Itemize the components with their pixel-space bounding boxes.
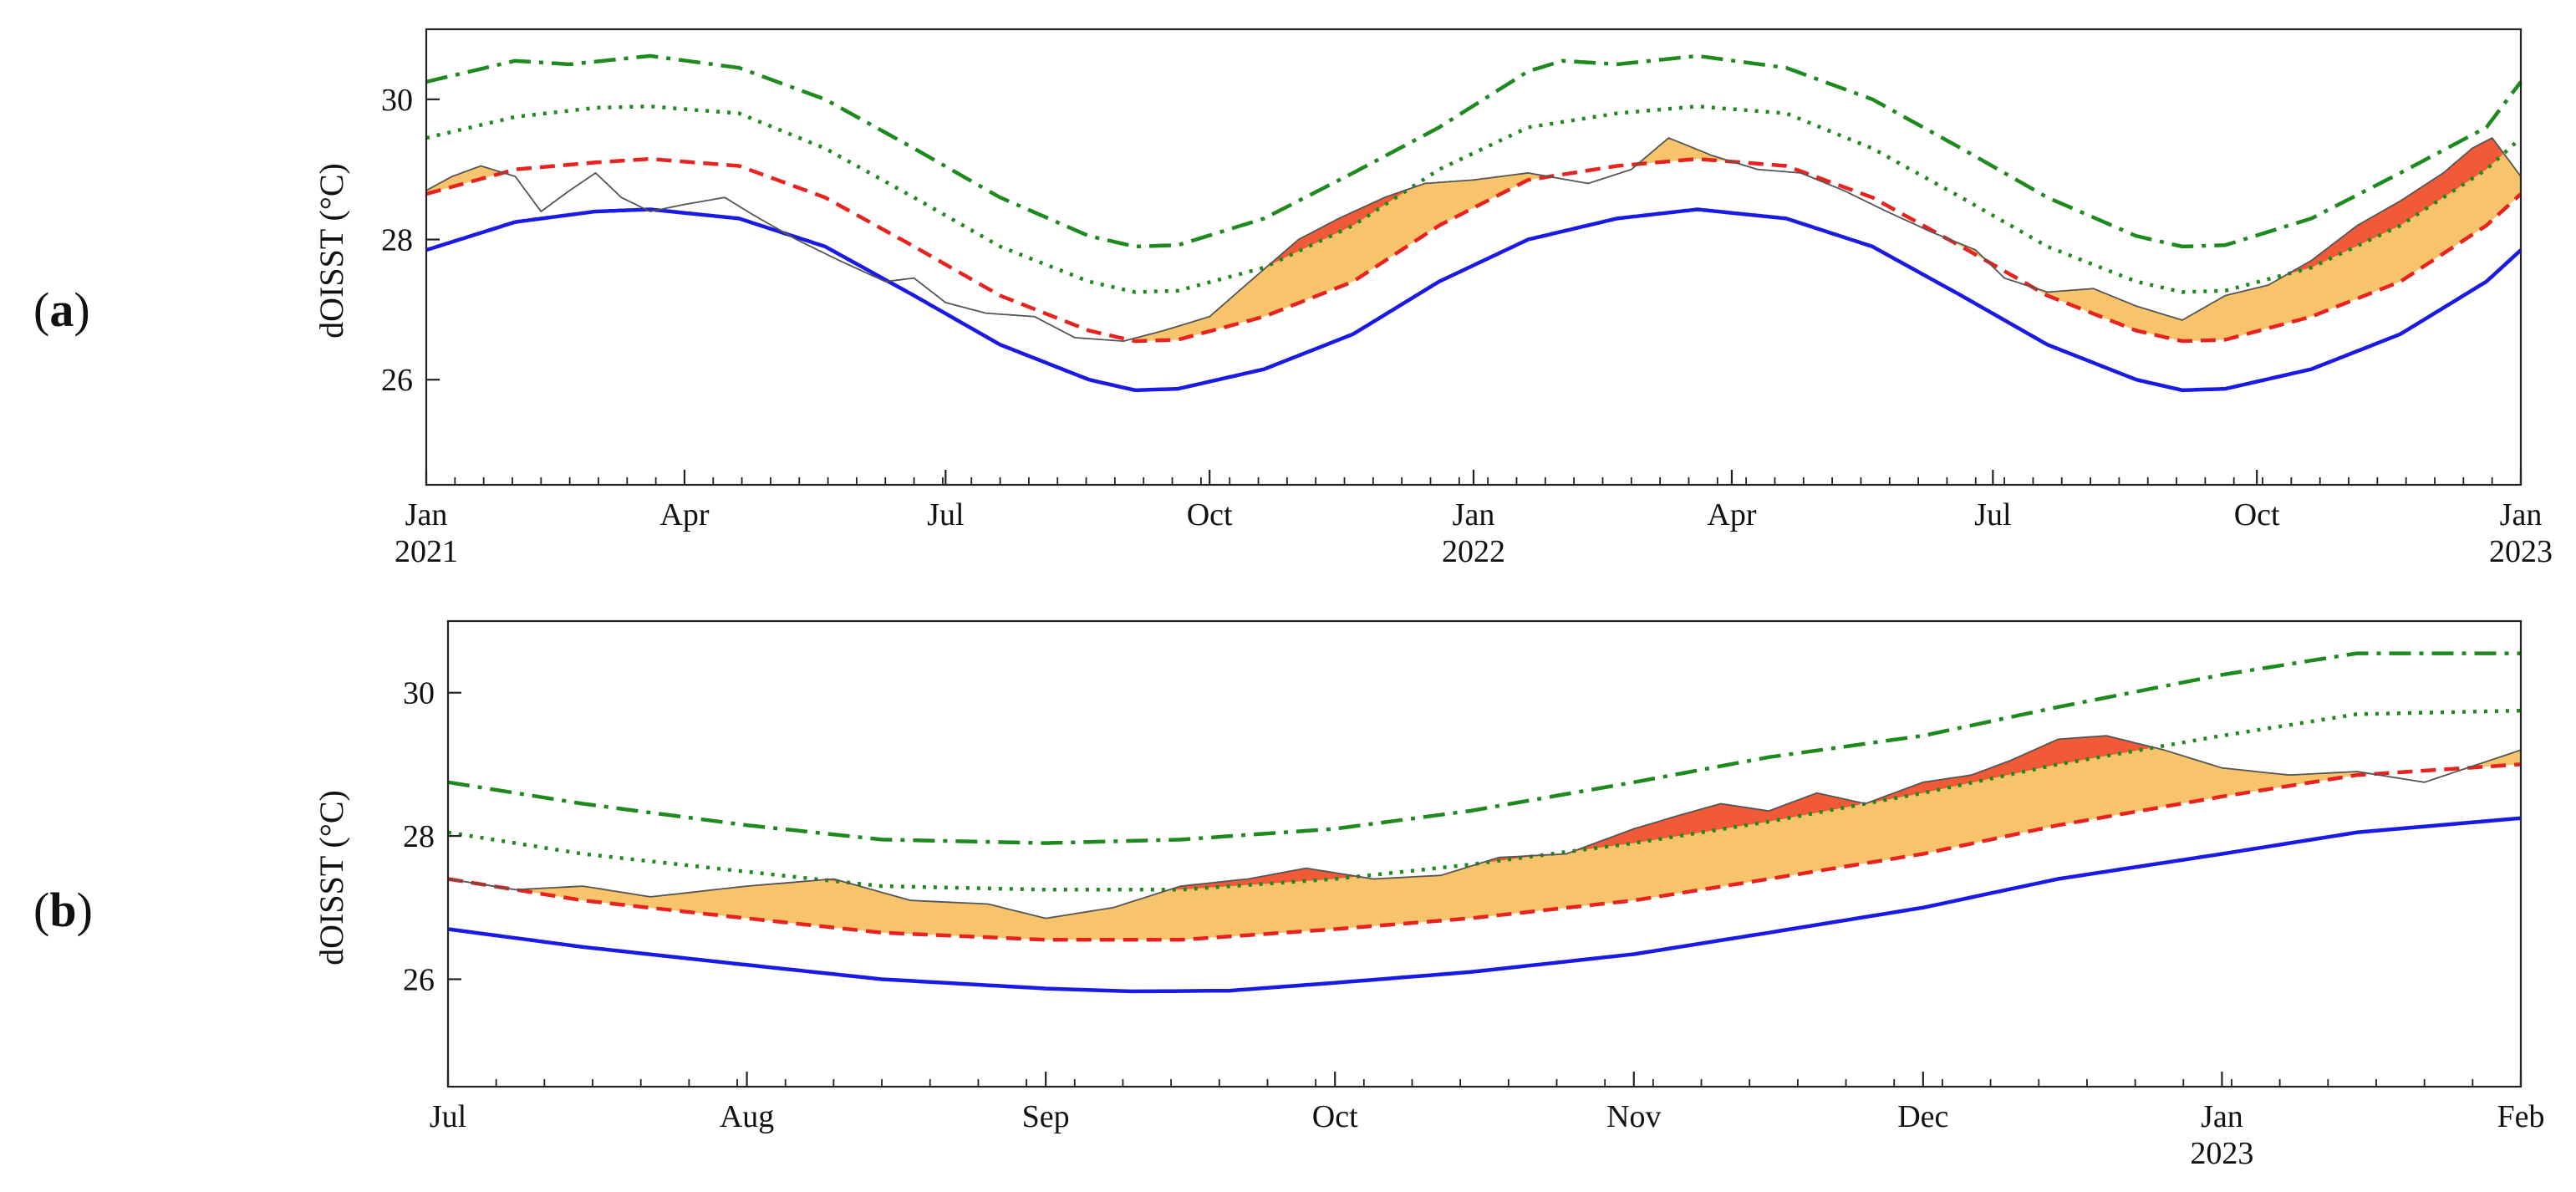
mhw-fill-moderate	[1945, 237, 1988, 262]
y-tick-label: 30	[381, 83, 413, 118]
threshold-2x-line	[425, 104, 2523, 294]
x-tick-year-label: 2022	[1442, 534, 1505, 569]
y-tick-label: 28	[403, 819, 435, 854]
mhw-fill-strong	[1268, 189, 1409, 266]
x-tick-label: Jan	[2500, 497, 2543, 532]
x-tick-label: Oct	[1312, 1099, 1358, 1134]
axes-frame	[446, 619, 2523, 1088]
mhw-fill-moderate	[426, 166, 502, 194]
y-tick-label: 26	[403, 962, 435, 997]
threshold-2x-line	[447, 708, 2522, 892]
panel-a-lines	[425, 53, 2523, 393]
x-tick-label: Dec	[1897, 1099, 1948, 1134]
panel-a-ylabel: dOISST (°C)	[313, 163, 350, 339]
mhw-fill-moderate	[1129, 172, 1549, 342]
mhw-fill-moderate	[2034, 153, 2521, 342]
x-tick-label: Apr	[659, 497, 709, 532]
threshold-3x-line	[425, 53, 2523, 249]
threshold-3x-line	[447, 651, 2521, 845]
climatology-line	[425, 207, 2523, 393]
panel-b-fills	[520, 736, 2521, 940]
axes-frame	[425, 28, 2523, 486]
panel-b-lines	[447, 651, 2522, 994]
panel-a-fills	[426, 138, 2521, 342]
x-tick-label: Nov	[1606, 1099, 1661, 1134]
x-tick-year-label: 2023	[2190, 1136, 2253, 1171]
x-tick-label: Jul	[430, 1099, 466, 1134]
mhw-fill-strong	[1171, 868, 1355, 890]
x-tick-label: Jul	[1974, 497, 2011, 532]
x-tick-year-label: 2023	[2489, 534, 2553, 569]
x-tick-label: Sep	[1022, 1099, 1070, 1134]
x-tick-label: Jan	[1453, 497, 1495, 532]
mhw-fill-strong	[2288, 138, 2504, 274]
mhw-fill-strong	[1576, 792, 1861, 851]
dOISST-series-line	[447, 735, 2522, 919]
y-tick-label: 26	[381, 363, 413, 398]
x-tick-label: Oct	[1187, 497, 1233, 532]
x-tick-label: Jan	[2201, 1099, 2243, 1134]
dOISST-series-line	[425, 137, 2522, 342]
x-tick-label: Jul	[927, 497, 964, 532]
x-tick-label: Apr	[1707, 497, 1756, 532]
y-tick-label: 28	[381, 223, 413, 258]
panel-b-ylabel: dOISST (°C)	[313, 790, 350, 965]
x-tick-label: Aug	[720, 1099, 774, 1134]
mhw-fill-strong	[1870, 736, 2150, 803]
x-tick-label: Feb	[2497, 1099, 2545, 1134]
threshold-90-line	[447, 762, 2522, 942]
panel-a-label: (a)	[33, 283, 90, 337]
x-tick-year-label: 2021	[395, 534, 458, 569]
panel-b: (b) dOISST (°C) Jul Aug Sep Oct Nov Dec Jan202…	[33, 619, 2545, 1171]
y-tick-label: 30	[403, 676, 435, 711]
threshold-90-line	[425, 156, 2523, 344]
climatology-line	[447, 816, 2522, 994]
x-tick-label: Jan	[405, 497, 448, 532]
mhw-fill-moderate	[520, 747, 2372, 940]
x-tick-label: Oct	[2234, 497, 2280, 532]
panel-b-label: (b)	[33, 883, 93, 937]
